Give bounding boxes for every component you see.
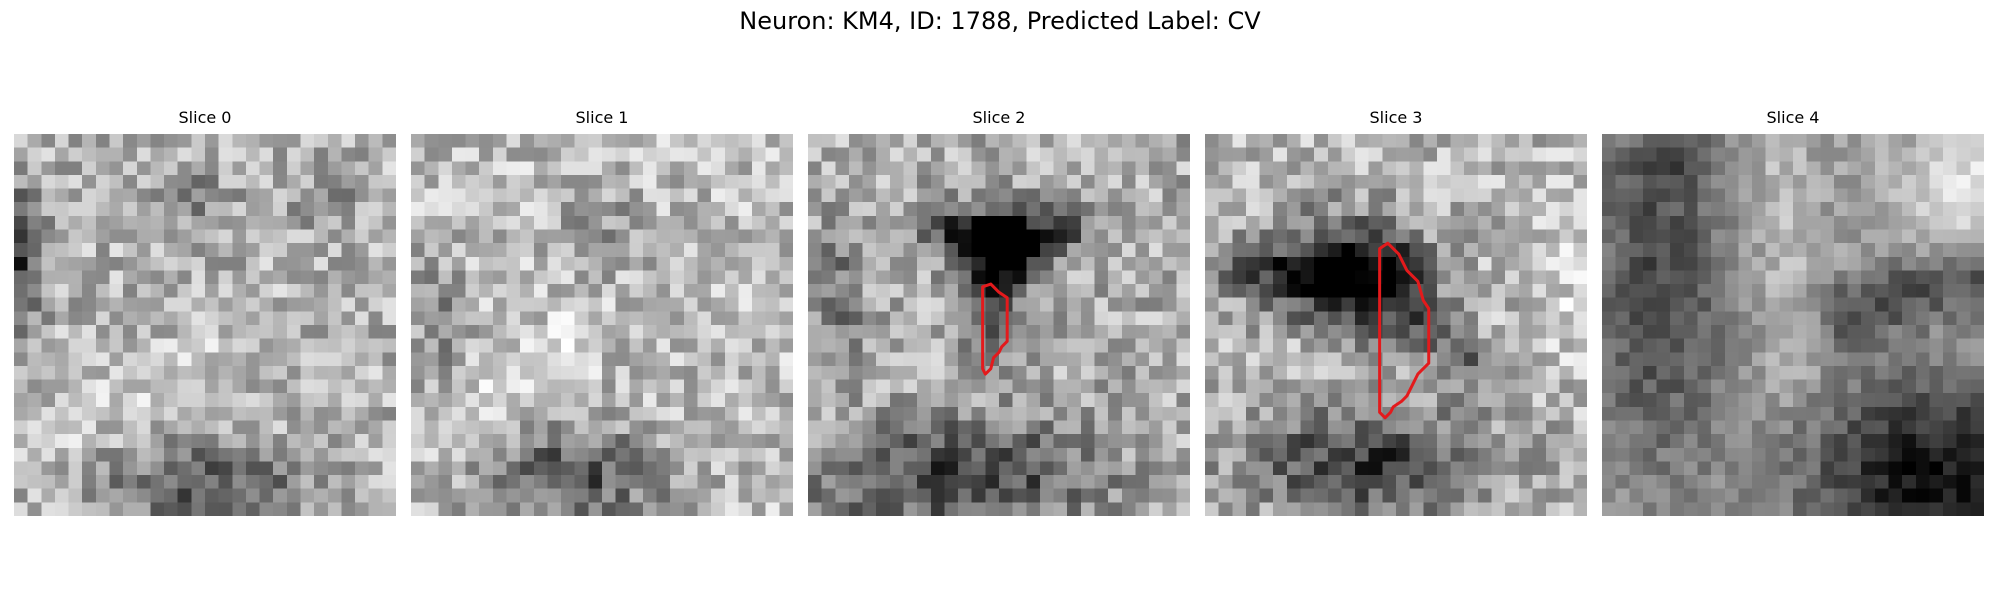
figure-title: Neuron: KM4, ID: 1788, Predicted Label: … bbox=[739, 7, 1261, 35]
slice-panel-0: Slice 0 bbox=[14, 108, 396, 516]
segmentation-contour bbox=[1378, 241, 1431, 420]
slice-image bbox=[808, 134, 1190, 516]
slice-panel-3: Slice 3 bbox=[1205, 108, 1587, 516]
slice-image bbox=[1602, 134, 1984, 516]
slice-title: Slice 2 bbox=[972, 108, 1026, 127]
slice-panel-2: Slice 2 bbox=[808, 108, 1190, 516]
slice-image bbox=[411, 134, 793, 516]
slice-panel-4: Slice 4 bbox=[1602, 108, 1984, 516]
slice-title: Slice 0 bbox=[178, 108, 232, 127]
slice-image bbox=[1205, 134, 1587, 516]
slice-title: Slice 4 bbox=[1766, 108, 1820, 127]
slice-title: Slice 1 bbox=[575, 108, 629, 127]
slice-image bbox=[14, 134, 396, 516]
slice-title: Slice 3 bbox=[1369, 108, 1423, 127]
slice-panel-1: Slice 1 bbox=[411, 108, 793, 516]
segmentation-contour bbox=[981, 282, 1009, 376]
